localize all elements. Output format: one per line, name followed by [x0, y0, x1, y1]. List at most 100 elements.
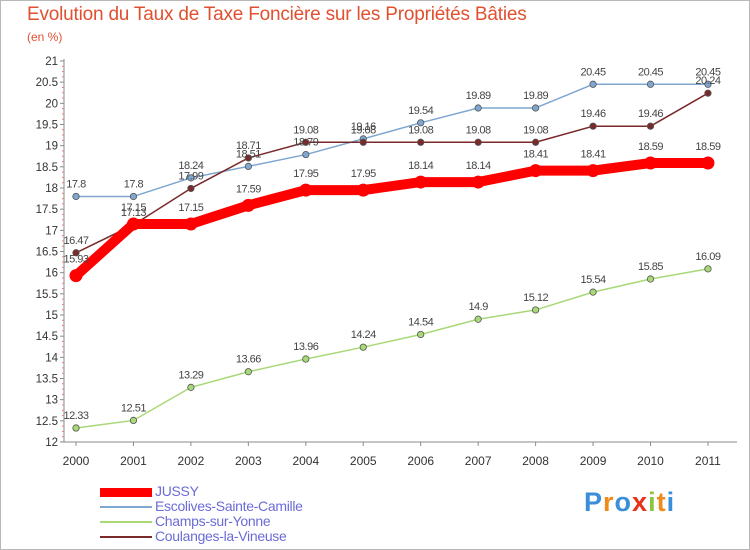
y-tick-label: 16: [45, 268, 58, 280]
data-label: 18.71: [236, 140, 261, 152]
data-point: [704, 80, 712, 88]
proxiti-logo: Proxiti: [584, 487, 675, 518]
data-label: 19.08: [351, 124, 376, 136]
data-point: [417, 138, 425, 146]
y-tick-label: 15: [45, 310, 58, 322]
data-point: [644, 156, 657, 170]
series-line-Escolives-Sainte-Camille: [75, 83, 709, 198]
data-point: [704, 89, 712, 97]
x-tick-label: 2003: [235, 454, 262, 468]
data-point: [586, 164, 600, 178]
data-label: 16.09: [695, 251, 720, 263]
data-point: [302, 355, 310, 363]
data-point: [72, 192, 80, 201]
data-label: 17.8: [124, 178, 144, 190]
y-tick-label: 19: [45, 141, 58, 153]
data-point: [129, 192, 138, 201]
series-line-Champs-sur-Yonne: [75, 268, 709, 429]
y-tick-label: 12.5: [36, 416, 58, 428]
chart-subtitle: (en %): [27, 30, 63, 44]
legend-swatch: [100, 536, 152, 538]
data-point: [359, 138, 367, 146]
logo-letter: t: [656, 487, 667, 517]
y-tick-label: 18: [45, 183, 58, 195]
data-point: [72, 424, 80, 432]
data-label: 12.51: [121, 402, 146, 414]
data-label: 18.24: [178, 160, 203, 172]
data-point: [302, 138, 310, 146]
data-point: [187, 184, 195, 193]
data-label: 17.13: [121, 207, 146, 219]
data-label: 15.54: [581, 274, 606, 286]
data-label: 17.15: [178, 202, 203, 214]
y-tick-label: 20: [45, 98, 58, 110]
data-label: 14.24: [351, 329, 376, 341]
data-point: [701, 156, 715, 170]
y-tick-label: 20.5: [36, 77, 58, 89]
data-point: [356, 183, 370, 197]
data-point: [646, 275, 655, 283]
legend-label: JUSSY: [155, 483, 199, 499]
data-label: 17.95: [293, 168, 318, 180]
data-point: [241, 198, 255, 212]
x-tick-label: 2009: [580, 454, 607, 468]
y-tick-label: 12: [45, 437, 58, 449]
data-label: 19.89: [523, 90, 548, 102]
data-point: [187, 174, 195, 182]
data-point: [531, 104, 540, 112]
x-tick-label: 2011: [695, 454, 721, 468]
data-label: 19.46: [581, 108, 606, 120]
data-point: [471, 175, 485, 189]
legend-label: Escolives-Sainte-Camille: [155, 498, 303, 514]
y-tick-label: 14.5: [36, 331, 58, 343]
data-point: [244, 162, 252, 171]
y-tick-label: 17.5: [36, 204, 58, 216]
data-label: 14.9: [468, 301, 488, 313]
y-tick-label: 14: [45, 352, 58, 364]
data-label: 15.12: [523, 292, 548, 304]
data-label: 18.59: [638, 141, 663, 153]
legend-swatch: [100, 506, 152, 508]
x-tick-label: 2008: [522, 454, 549, 468]
data-label: 17.8: [66, 178, 86, 190]
data-label: 15.93: [63, 254, 88, 266]
data-label: 16.47: [63, 235, 88, 247]
series-line-Coulanges-la-Vineuse: [75, 92, 709, 254]
data-label: 19.08: [523, 124, 548, 136]
data-label: 19.54: [408, 105, 433, 117]
x-tick-label: 2000: [63, 454, 90, 468]
data-point: [69, 269, 83, 283]
data-label: 19.16: [351, 121, 376, 133]
data-label: 18.41: [523, 149, 548, 161]
legend-swatch: [100, 487, 152, 497]
data-label: 17.95: [351, 168, 376, 180]
data-label: 12.33: [63, 410, 88, 422]
series-line-JUSSY: [71, 158, 713, 281]
data-label: 19.46: [638, 108, 663, 120]
data-label: 13.66: [236, 354, 261, 366]
legend-label: Coulanges-la-Vineuse: [155, 528, 287, 544]
x-tick-label: 2010: [637, 454, 664, 468]
logo-letter: o: [614, 487, 633, 517]
data-point: [529, 164, 543, 178]
data-point: [589, 288, 597, 296]
legend-swatch: [100, 521, 152, 523]
data-point: [474, 315, 482, 323]
data-point: [646, 80, 655, 88]
data-point: [187, 383, 195, 391]
data-label: 18.41: [581, 149, 606, 161]
x-tick-label: 2005: [350, 454, 377, 468]
y-tick-label: 21: [45, 56, 58, 68]
data-label: 18.59: [695, 141, 720, 153]
data-label: 13.29: [178, 369, 203, 381]
data-label: 13.96: [293, 341, 318, 353]
data-point: [244, 154, 252, 162]
data-point: [417, 330, 425, 339]
data-label: 15.85: [638, 261, 663, 273]
x-tick-label: 2006: [407, 454, 434, 468]
logo-letter: P: [584, 487, 604, 517]
y-tick-label: 16.5: [36, 247, 58, 259]
x-tick-label: 2004: [292, 454, 319, 468]
logo-letter: i: [666, 487, 676, 517]
